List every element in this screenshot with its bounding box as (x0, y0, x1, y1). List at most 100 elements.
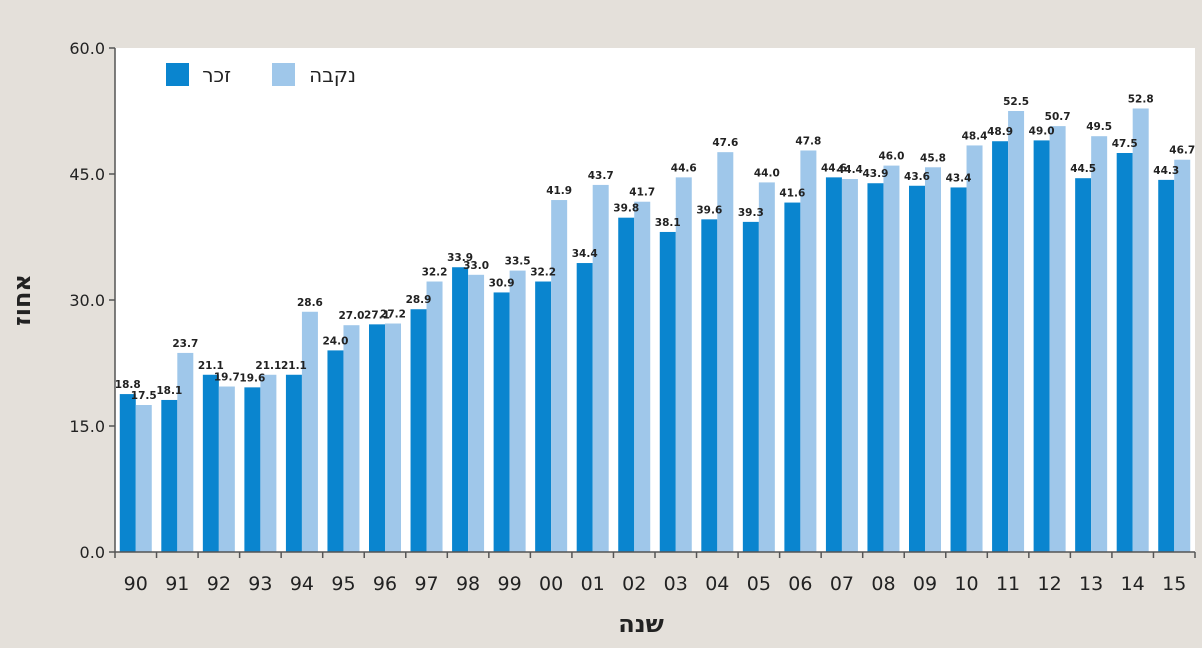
legend: זכר נקבה (166, 63, 356, 87)
x-tick-label-04: 04 (705, 573, 729, 595)
bar-series-0-92 (202, 374, 219, 552)
x-tick-label-99: 99 (498, 573, 522, 595)
data-label-series-1-05: 44.0 (754, 167, 780, 179)
bar-series-0-07 (825, 177, 842, 553)
x-tick-label-12: 12 (1038, 573, 1062, 595)
data-label-series-1-02: 41.7 (629, 187, 655, 199)
data-label-series-1-91: 23.7 (172, 338, 198, 350)
data-label-series-1-14: 52.8 (1128, 93, 1154, 105)
legend-swatch-0 (166, 63, 189, 86)
legend-swatch-1 (272, 63, 295, 86)
x-tick-label-11: 11 (996, 573, 1020, 595)
y-tick-label: 15.0 (69, 417, 105, 436)
y-ticks-group: 0.0 15.0 30.0 45.0 60.0 (69, 39, 115, 562)
bar-series-1-11 (1008, 111, 1025, 552)
bar-series-1-98 (468, 274, 485, 552)
data-label-series-1-09: 45.8 (920, 152, 946, 164)
data-label-series-1-01: 43.7 (588, 170, 614, 182)
data-label-series-0-96: 27.1 (364, 309, 390, 321)
x-tick-label-94: 94 (290, 573, 314, 595)
data-label-series-1-08: 46.0 (879, 151, 905, 163)
y-axis-title: אחוז (8, 274, 36, 326)
data-label-series-0-95: 24.0 (323, 335, 349, 347)
data-label-series-0-05: 39.3 (738, 207, 764, 219)
y-tick-label: 30.0 (69, 291, 105, 310)
bar-series-0-91 (161, 399, 178, 552)
data-label-series-1-06: 47.8 (795, 135, 821, 147)
bar-series-0-13 (1075, 178, 1092, 552)
x-tick-label-98: 98 (456, 573, 480, 595)
bar-series-1-99 (509, 270, 526, 552)
x-tick-label-02: 02 (622, 573, 646, 595)
data-label-series-1-98: 33.0 (463, 260, 489, 272)
bar-series-1-13 (1091, 136, 1108, 552)
bar-series-1-91 (177, 352, 194, 552)
data-label-series-0-01: 34.4 (572, 248, 598, 260)
data-label-series-1-95: 27.0 (339, 310, 365, 322)
bar-series-0-12 (1033, 140, 1050, 552)
bar-series-1-95 (343, 325, 360, 552)
bar-series-0-94 (285, 374, 302, 552)
data-label-series-0-93: 19.6 (239, 372, 265, 384)
x-tick-label-03: 03 (664, 573, 688, 595)
bar-series-1-09 (925, 167, 941, 552)
bar-series-0-00 (535, 281, 552, 552)
data-label-series-1-12: 50.7 (1045, 111, 1071, 123)
bar-series-1-96 (385, 323, 401, 552)
bar-series-1-90 (135, 405, 152, 552)
bar-series-0-14 (1116, 153, 1133, 552)
y-tick-label: 60.0 (69, 39, 105, 58)
data-label-series-0-12: 49.0 (1029, 125, 1055, 137)
data-label-series-1-07: 44.4 (837, 164, 863, 176)
data-label-series-0-15: 44.3 (1153, 165, 1179, 177)
bar-series-1-94 (301, 311, 318, 552)
x-tick-label-96: 96 (373, 573, 397, 595)
bar-series-1-08 (883, 165, 900, 552)
bar-series-1-14 (1132, 108, 1149, 552)
data-label-series-0-97: 28.9 (406, 294, 432, 306)
bar-series-1-12 (1049, 126, 1066, 553)
x-tick-label-06: 06 (788, 573, 812, 595)
data-label-series-0-94: 21.1 (281, 360, 307, 372)
data-label-series-0-06: 41.6 (779, 188, 805, 200)
bar-series-0-10 (950, 187, 967, 552)
bar-series-0-05 (742, 221, 759, 552)
x-tick-label-93: 93 (248, 573, 272, 595)
data-label-series-1-15: 46.7 (1169, 145, 1195, 157)
legend-label-0: זכר (202, 63, 231, 87)
x-tick-label-15: 15 (1162, 573, 1186, 595)
data-label-series-1-90: 17.5 (131, 390, 157, 402)
data-label-series-0-11: 48.9 (987, 126, 1013, 138)
x-tick-label-05: 05 (747, 573, 771, 595)
x-axis-title: שנה (618, 610, 664, 638)
y-tick-label: 0.0 (80, 543, 105, 562)
bar-series-0-15 (1158, 179, 1175, 552)
bar-series-1-10 (966, 145, 983, 552)
x-tick-label-10: 10 (954, 573, 978, 595)
data-label-series-0-10: 43.4 (946, 172, 972, 184)
data-label-series-1-11: 52.5 (1003, 96, 1029, 108)
data-label-series-0-98: 33.9 (447, 252, 473, 264)
data-label-series-0-08: 43.9 (863, 168, 889, 180)
data-label-series-1-93: 21.1 (255, 360, 281, 372)
bar-series-0-99 (493, 292, 510, 552)
bar-series-1-02 (634, 201, 651, 552)
bar-series-1-05 (758, 182, 775, 552)
data-label-series-1-97: 32.2 (422, 267, 448, 279)
data-label-series-0-92: 21.1 (198, 360, 224, 372)
x-tick-label-01: 01 (581, 573, 605, 595)
data-label-series-0-90: 18.8 (115, 379, 141, 391)
bar-series-1-92 (218, 386, 235, 552)
y-tick-label: 45.0 (69, 165, 105, 184)
bar-series-1-97 (426, 281, 443, 552)
data-label-series-0-14: 47.5 (1112, 138, 1138, 150)
bar-series-0-95 (327, 350, 344, 552)
bars-group (119, 108, 1191, 553)
x-tick-label-13: 13 (1079, 573, 1103, 595)
plot-area (115, 48, 1195, 552)
data-label-series-1-92: 19.7 (214, 372, 240, 384)
data-labels-group: 18.8 18.121.119.621.124.027.128.933.930.9… (115, 93, 1195, 402)
data-label-series-0-02: 39.8 (613, 203, 639, 215)
bar-series-1-04 (717, 152, 734, 552)
data-label-series-0-07: 44.6 (821, 162, 847, 174)
